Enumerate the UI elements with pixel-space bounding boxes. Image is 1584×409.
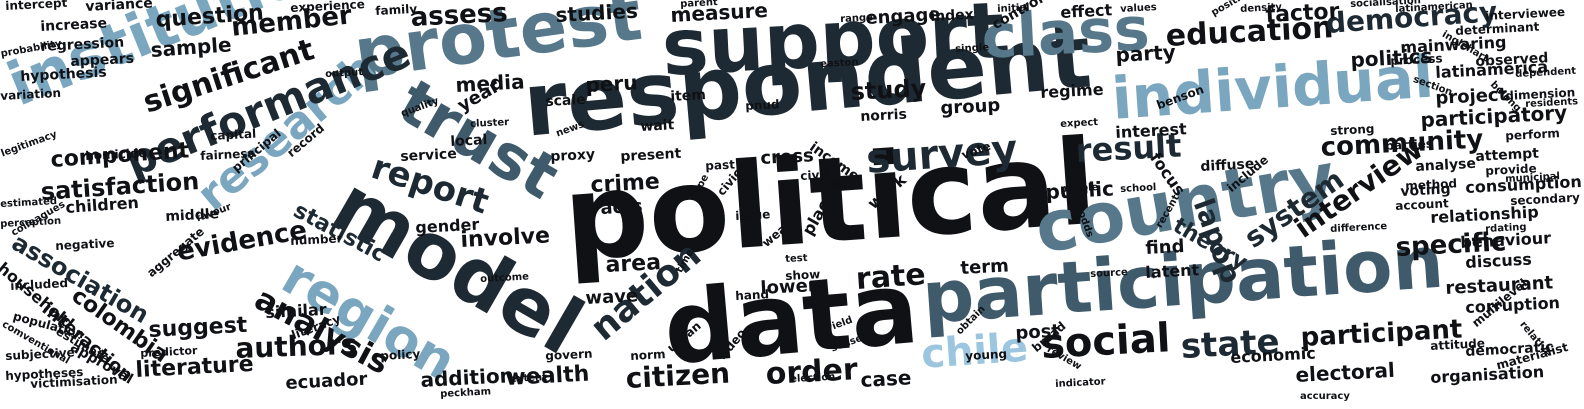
word-perform: perform <box>1504 126 1561 143</box>
word-process: process <box>1389 51 1443 68</box>
word-capital: capital <box>209 126 257 143</box>
word-family: family <box>374 1 418 18</box>
word-peckham: peckham <box>439 386 492 400</box>
word-item: item <box>669 87 707 105</box>
word-term: term <box>959 255 1010 279</box>
word-pnud: pnud <box>744 97 780 113</box>
word-proxy: proxy <box>549 146 596 165</box>
word-studies: studies <box>554 0 639 27</box>
word-cluster: cluster <box>469 116 510 130</box>
word-parties: parties <box>1384 136 1434 153</box>
word-service: service <box>399 146 458 165</box>
word-survey: survey <box>864 126 1019 183</box>
word-variance: variance <box>84 0 154 15</box>
word-scale: scale <box>544 91 587 110</box>
word-gender: gender <box>414 214 480 237</box>
word-hand: hand <box>734 287 770 303</box>
word-intercept: intercept <box>4 0 68 13</box>
word-voting: voting <box>1399 181 1451 200</box>
word-strong: strong <box>1329 121 1375 138</box>
word-economic: economic <box>1229 343 1317 367</box>
word-norm: norm <box>629 347 666 363</box>
word-experience: experience <box>289 0 366 15</box>
word-show: show <box>784 267 821 283</box>
word-electoral: electoral <box>1294 357 1396 387</box>
word-expect: expect <box>1059 117 1099 130</box>
word-source: source <box>1089 267 1129 280</box>
word-local: local <box>449 132 488 150</box>
word-values: values <box>1119 2 1158 15</box>
word-secondary: secondary <box>1509 190 1581 208</box>
word-variation: variation <box>0 85 62 103</box>
word-output: output <box>324 67 364 80</box>
word-peru: peru <box>584 70 639 97</box>
word-test: test <box>784 252 808 265</box>
word-cross: cross <box>759 145 815 169</box>
word-ecuador: ecuador <box>284 368 368 394</box>
word-find: find <box>1144 235 1185 259</box>
word-addition: addition <box>419 363 515 392</box>
word-govern: govern <box>544 346 593 363</box>
word-crime: crime <box>589 169 661 198</box>
word-number: number <box>289 231 343 248</box>
word-diffuse: diffuse <box>1199 156 1255 175</box>
word-effect: effect <box>1059 0 1113 22</box>
word-wait: wait <box>639 117 675 135</box>
word-regime: regime <box>1039 79 1105 102</box>
word-rate: rate <box>854 257 927 297</box>
word-feel: feel <box>824 177 847 190</box>
word-suggest: suggest <box>147 312 248 343</box>
word-present: present <box>619 145 682 165</box>
word-negative: negative <box>54 235 115 253</box>
word-included: included <box>9 275 69 293</box>
word-victimisation: victimisation <box>29 372 118 391</box>
word-determinant: determinant <box>1454 19 1540 38</box>
word-fairness: fairness <box>199 146 255 163</box>
word-norris: norris <box>859 106 908 125</box>
word-initial: initial <box>996 2 1030 15</box>
word-party: party <box>1114 39 1177 67</box>
word-wave: wave <box>584 285 639 309</box>
word-school: school <box>1119 182 1157 195</box>
word-dimension: dimension <box>1504 85 1576 103</box>
word-issue: issue <box>734 207 771 223</box>
word-organisation: organisation <box>1429 362 1545 387</box>
word-indicator: indicator <box>1054 376 1106 390</box>
word-increase: increase <box>39 15 108 35</box>
word-analyse: analyse <box>1414 155 1477 175</box>
word-sample: sample <box>149 32 233 62</box>
word-dependent: dependent <box>1514 65 1577 80</box>
word-homicide: homicide <box>84 145 147 163</box>
word-accuracy: accuracy <box>1300 391 1350 402</box>
word-group: group <box>939 94 1001 119</box>
word-interviewee: interviewee <box>1484 4 1566 23</box>
word-easton: easton <box>819 56 859 70</box>
word-discuss: discuss <box>1464 249 1533 272</box>
word-young: young <box>964 346 1008 363</box>
word-people: people <box>1059 182 1099 195</box>
word-single: single <box>954 42 990 55</box>
word-past: past <box>704 157 736 173</box>
word-civil: civil <box>799 167 828 183</box>
word-case: case <box>859 365 912 392</box>
word-predictor: predictor <box>139 344 198 360</box>
word-assess: assess <box>409 0 509 33</box>
word-study: study <box>849 74 927 106</box>
word-range: range <box>839 12 874 25</box>
word-index: index <box>929 6 975 25</box>
word-citizen: citizen <box>624 356 731 395</box>
word-latent: latent <box>1144 260 1200 282</box>
word-interest: interest <box>1114 119 1188 142</box>
word-area: area <box>604 250 662 278</box>
word-children: children <box>64 192 140 217</box>
word-acts: acts <box>599 195 644 219</box>
word-extent: extent <box>509 372 548 385</box>
word-policy: policy <box>379 346 421 363</box>
